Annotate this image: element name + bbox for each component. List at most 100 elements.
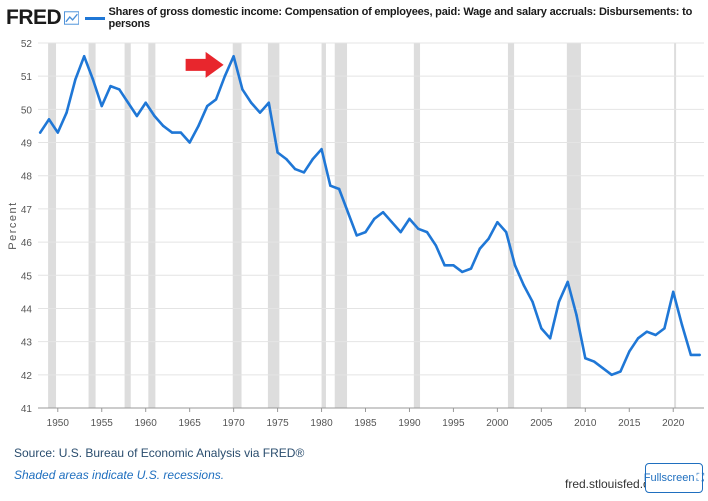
recession-band-7 <box>334 43 348 408</box>
data-point-1950 <box>56 131 59 134</box>
recession-note: Shaded areas indicate U.S. recessions. <box>14 468 225 482</box>
data-point-2005 <box>540 327 543 330</box>
series-line-0 <box>38 54 701 377</box>
y-tick-label-52: 52 <box>21 39 33 50</box>
data-point-1963 <box>170 131 174 134</box>
data-point-1975 <box>276 151 279 154</box>
data-point-1988 <box>390 220 394 224</box>
chart-plot: 41 42 43 44 45 46 47 48 49 50 51 52 1950 1955 1960 1965… <box>7 39 704 429</box>
data-point-1956 <box>109 84 112 88</box>
recession-band-9 <box>507 43 515 408</box>
y-tick-label-42: 42 <box>21 371 33 382</box>
recession-band-10 <box>566 43 581 408</box>
y-axis-label: Percent <box>7 201 19 249</box>
data-point-1960 <box>144 101 147 104</box>
data-point-1966 <box>197 124 200 128</box>
y-tick-label-51: 51 <box>21 72 33 83</box>
data-point-2007 <box>557 300 561 304</box>
chart-header: FRED Shares of gross domestic income: Co… <box>6 5 708 31</box>
data-point-1965 <box>188 141 191 144</box>
data-point-1996 <box>461 270 464 274</box>
data-point-1967 <box>206 104 209 108</box>
fred-logo[interactable]: FRED <box>6 6 62 29</box>
annotation-arrow-0 <box>185 51 224 78</box>
data-point-1959 <box>135 114 139 118</box>
data-point-2013 <box>610 373 613 377</box>
x-tick-label-2010: 2010 <box>574 418 597 429</box>
data-point-2011 <box>592 360 596 363</box>
data-point-2014 <box>619 370 622 373</box>
fullscreen-button[interactable]: Fullscreen ⛶ <box>643 463 705 493</box>
x-tick-label-1975: 1975 <box>266 418 289 429</box>
recession-band-0 <box>48 43 57 408</box>
fullscreen-label: Fullscreen <box>643 472 695 484</box>
data-point-1972 <box>250 101 253 104</box>
x-tick-label-1960: 1960 <box>135 418 158 429</box>
recession-band-1 <box>88 43 96 408</box>
data-point-1995 <box>452 264 455 267</box>
data-point-2023 <box>698 353 701 357</box>
y-tick-label-48: 48 <box>21 172 33 183</box>
data-point-1978 <box>302 171 306 174</box>
data-point-2017 <box>645 330 649 333</box>
data-point-1998 <box>478 247 482 250</box>
site-url[interactable]: fred.stlouisfed.org <box>565 477 661 491</box>
x-tick-label-2000: 2000 <box>486 418 509 429</box>
data-point-1962 <box>162 124 165 128</box>
data-point-2008 <box>566 280 569 284</box>
x-tick-label-1955: 1955 <box>91 418 114 429</box>
data-point-2000 <box>496 220 499 224</box>
x-tick-label-1965: 1965 <box>179 418 202 429</box>
data-point-1971 <box>241 88 244 91</box>
data-point-2003 <box>522 284 525 287</box>
data-point-1990 <box>408 217 411 221</box>
data-point-1994 <box>443 264 446 267</box>
expand-icon: ⛶ <box>696 471 705 484</box>
line-chart-icon <box>64 11 80 25</box>
data-point-1992 <box>425 230 429 234</box>
data-point-1954 <box>91 78 95 81</box>
data-point-1989 <box>399 230 402 234</box>
y-tick-label-49: 49 <box>21 139 33 150</box>
y-tick-label-45: 45 <box>21 271 33 282</box>
data-point-1993 <box>434 244 438 247</box>
recession-band-11 <box>674 43 677 408</box>
data-point-2019 <box>663 327 666 330</box>
y-tick-label-47: 47 <box>21 205 33 216</box>
data-point-1999 <box>487 237 490 240</box>
data-point-1961 <box>153 114 156 118</box>
data-point-1969 <box>223 74 227 78</box>
data-point-1981 <box>329 184 332 187</box>
recession-band-4 <box>232 43 242 408</box>
chart-title: Shares of gross domestic income: Compens… <box>108 6 693 30</box>
x-tick-label-1970: 1970 <box>222 418 245 429</box>
x-tick-label-1990: 1990 <box>398 418 421 429</box>
data-point-1983 <box>346 211 350 214</box>
data-point-2022 <box>689 353 693 357</box>
y-tick-label-41: 41 <box>21 404 33 415</box>
data-point-1951 <box>65 111 68 114</box>
data-point-2021 <box>680 323 684 327</box>
data-point-2010 <box>584 357 587 360</box>
legend-swatch <box>85 16 105 20</box>
data-point-1949 <box>47 118 51 121</box>
data-point-1964 <box>179 131 183 134</box>
data-point-1957 <box>118 88 121 91</box>
data-point-2004 <box>531 300 534 304</box>
x-tick-label-1995: 1995 <box>442 418 465 429</box>
data-point-1973 <box>258 111 262 114</box>
data-point-2015 <box>628 350 631 353</box>
data-point-1968 <box>214 98 218 101</box>
x-tick-label-2020: 2020 <box>662 418 685 429</box>
data-point-1976 <box>285 157 288 161</box>
data-point-2016 <box>636 337 640 340</box>
data-point-1980 <box>320 147 323 151</box>
data-point-1982 <box>337 187 341 191</box>
recession-band-3 <box>148 43 156 408</box>
data-point-1948 <box>38 131 42 134</box>
x-tick-label-2005: 2005 <box>530 418 553 429</box>
x-tick-label-2015: 2015 <box>618 418 641 429</box>
data-point-1984 <box>355 234 358 237</box>
recession-band-6 <box>321 43 326 408</box>
data-point-1977 <box>293 167 297 171</box>
